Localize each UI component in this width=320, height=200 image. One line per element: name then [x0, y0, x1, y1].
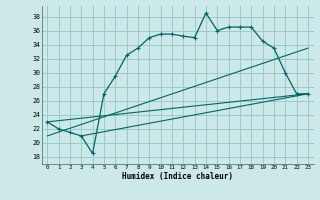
X-axis label: Humidex (Indice chaleur): Humidex (Indice chaleur) [122, 172, 233, 181]
